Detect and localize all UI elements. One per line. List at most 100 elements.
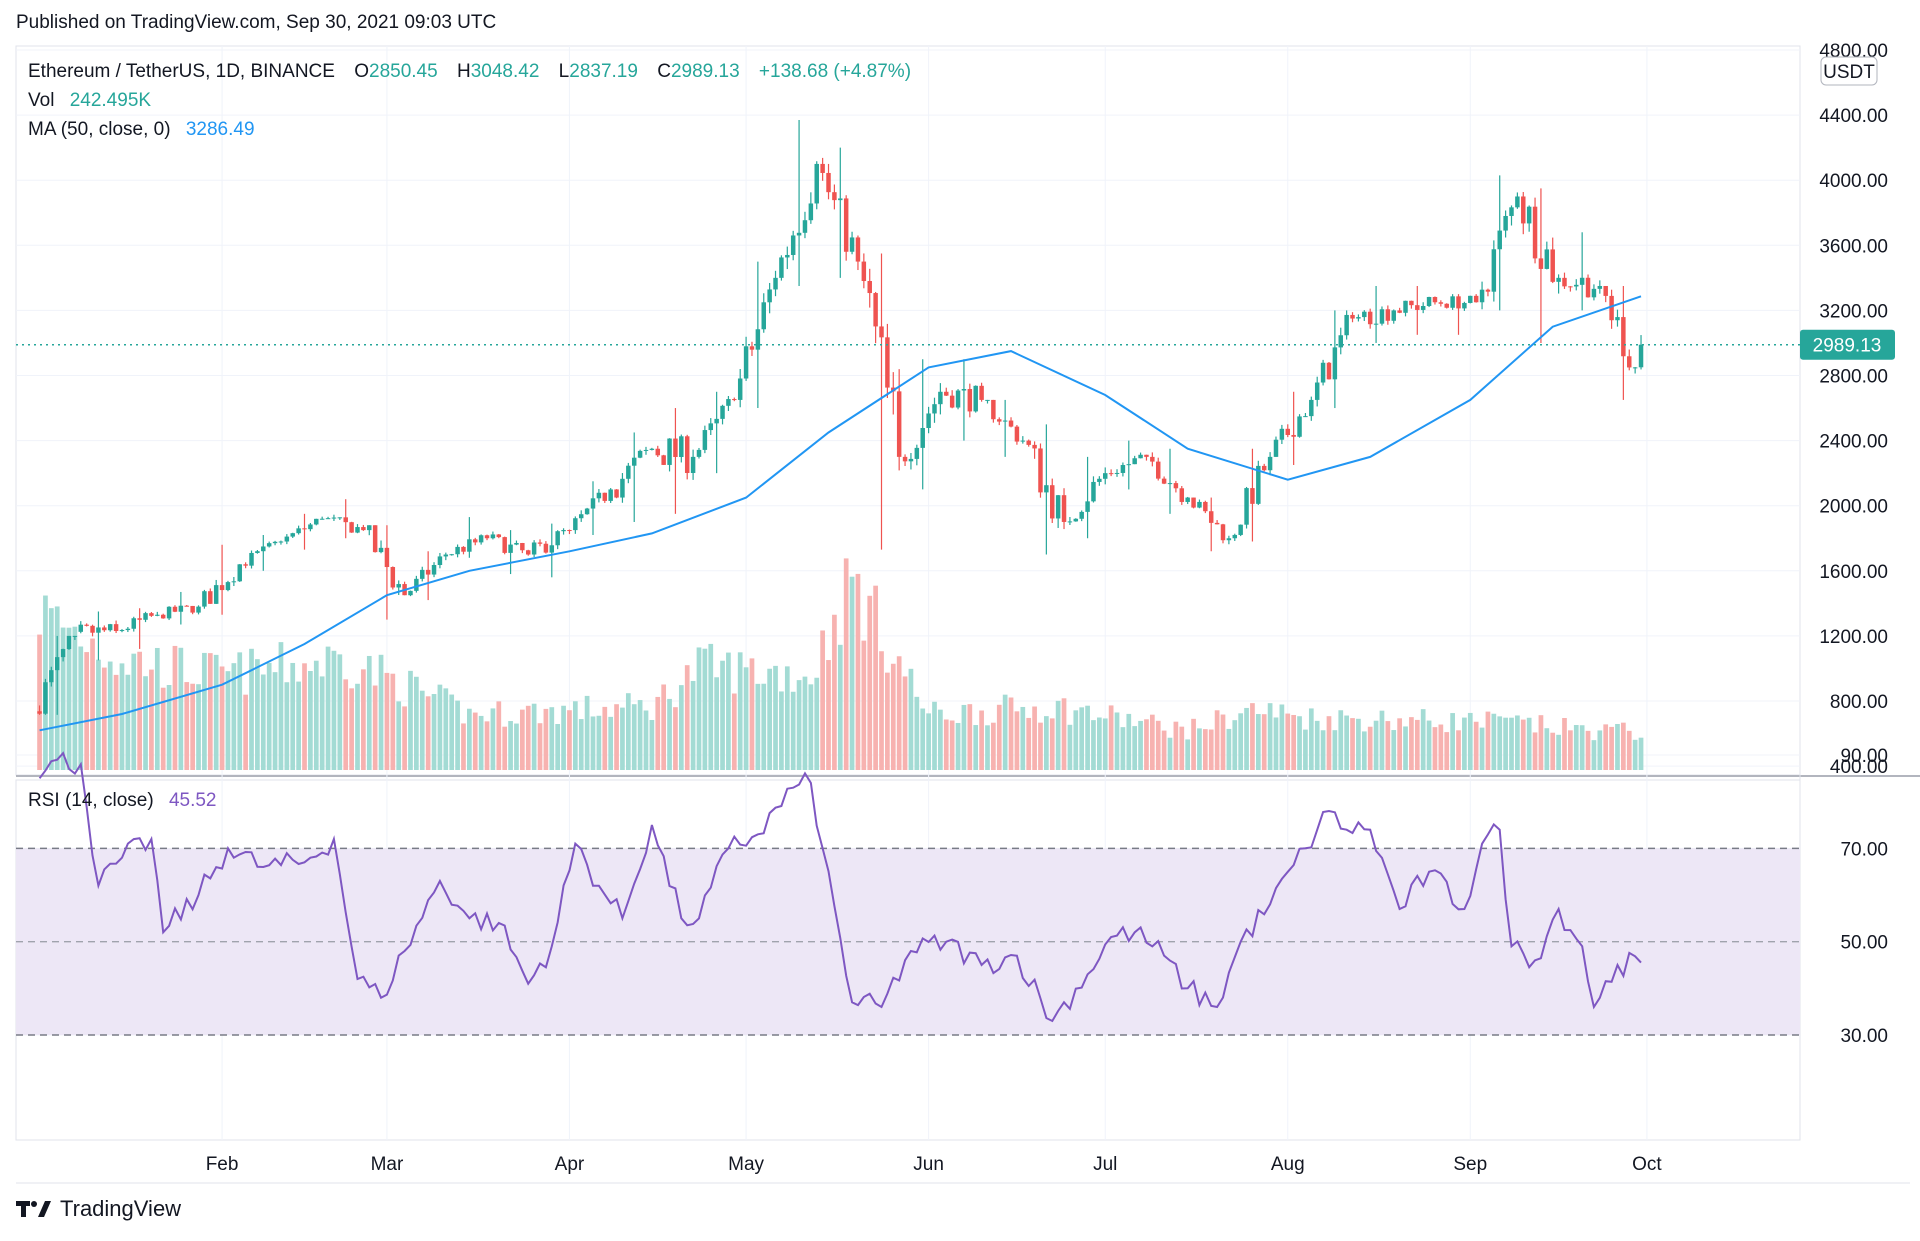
candle-body [308, 524, 313, 530]
volume-bar [113, 674, 119, 770]
volume-bar [1556, 734, 1561, 770]
volume-bar [667, 698, 672, 770]
volume-bar [266, 662, 272, 770]
volume-bar [596, 715, 602, 770]
candle-body [932, 404, 937, 414]
candle-body [1203, 501, 1208, 512]
volume-bar [820, 630, 825, 770]
candle-body [1185, 497, 1190, 502]
volume-bar [1020, 706, 1026, 770]
candle-body [1515, 196, 1520, 208]
volume-bar [1515, 715, 1520, 770]
candle-body [596, 492, 602, 499]
candle-body [861, 261, 867, 282]
candle-body [1497, 230, 1502, 250]
price-tick-label: 4400.00 [1819, 106, 1888, 127]
volume-bar [720, 660, 725, 770]
volume-bar [467, 708, 472, 770]
candle-body [1409, 300, 1414, 306]
volume-bar [255, 659, 260, 770]
volume-bar [1096, 717, 1102, 770]
candle-body [1273, 439, 1279, 457]
candles[interactable] [37, 119, 1644, 715]
volume-bar [1609, 726, 1614, 770]
brand[interactable]: TradingView [16, 1196, 181, 1222]
symbol-label: Ethereum / TetherUS, 1D, BINANCE [28, 61, 335, 82]
candle-body [1432, 296, 1438, 303]
candle-body [1261, 465, 1267, 471]
volume-bar [773, 665, 778, 770]
candle-body [832, 192, 837, 201]
candle-body [961, 389, 967, 391]
volume-bar [372, 685, 378, 770]
volume-bar [184, 682, 190, 770]
candle-body [1067, 521, 1073, 523]
volume-bar [1568, 730, 1573, 770]
month-tick-label: Aug [1271, 1154, 1305, 1175]
volume-bar [313, 660, 319, 770]
rsi-line[interactable] [38, 751, 1642, 1023]
volume-bar [1279, 704, 1285, 770]
volume-bar [425, 696, 431, 770]
volume-bar [908, 668, 914, 770]
ma50-line[interactable] [39, 295, 1642, 732]
price-tick-label: 4000.00 [1819, 171, 1888, 192]
volume-bar [690, 680, 696, 770]
candle-body [1585, 277, 1591, 298]
candle-body [1373, 323, 1379, 325]
price-axis[interactable]: 4800.004400.004000.003600.003200.002800.… [1819, 41, 1888, 778]
volume-bar [125, 674, 131, 770]
volume-bar [1326, 716, 1332, 770]
legend-row-1: Ethereum / TetherUS, 1D, BINANCE O2850.4… [28, 61, 911, 82]
candle-body [449, 554, 454, 556]
volume-bar [1014, 711, 1020, 770]
candle-body [997, 419, 1002, 422]
candle-body [1415, 305, 1420, 310]
volume-bar [1073, 710, 1079, 770]
time-axis[interactable]: Feb Mar Apr May Jun Jul Aug Sep Oct [206, 1154, 1663, 1175]
volume-bar [1638, 737, 1644, 770]
currency-badge[interactable] [1820, 56, 1878, 86]
candle-body [1426, 296, 1432, 307]
volume-bar [1314, 720, 1320, 770]
candle-body [802, 220, 808, 233]
volume-bar [1632, 739, 1638, 770]
candle-body [237, 564, 242, 582]
volume-bar [620, 707, 625, 770]
price-tick-label: 3600.00 [1819, 236, 1888, 257]
last-price-label: 2989.13 [1813, 336, 1882, 357]
volume-bar [920, 708, 926, 770]
close-label: C [657, 61, 671, 82]
volume-bar [272, 672, 278, 770]
volume-bar [784, 666, 790, 770]
month-tick-label: Apr [555, 1154, 585, 1175]
price-pane[interactable] [15, 45, 1801, 776]
volume-bar [1597, 730, 1603, 770]
volume-bar [555, 724, 561, 770]
volume-bar [537, 723, 543, 770]
volume-bar [325, 646, 331, 770]
candle-body [1197, 501, 1202, 508]
volume-bar [414, 676, 419, 770]
volume-bar [1532, 732, 1538, 770]
volume-bar [567, 710, 572, 770]
volume-bar [90, 638, 95, 770]
volume-bar [973, 725, 979, 770]
volume-bar [449, 694, 455, 770]
volume-bar [926, 713, 931, 770]
candle-body [290, 533, 295, 537]
candle-body [467, 539, 472, 552]
candle-body [1538, 258, 1544, 269]
volume-bar [1303, 729, 1308, 770]
rsi-tick-label: 70.00 [1840, 839, 1888, 860]
volume-bar [572, 701, 578, 770]
close-value: 2989.13 [671, 61, 740, 82]
volume-bar [832, 614, 837, 770]
candle-body [1138, 454, 1143, 459]
candle-body [590, 498, 596, 509]
rsi-axis[interactable]: 90.00 70.00 50.00 30.00 [1840, 746, 1888, 1047]
candle-body [1008, 420, 1014, 427]
candle-body [849, 237, 855, 252]
volume-bar [1008, 697, 1014, 770]
